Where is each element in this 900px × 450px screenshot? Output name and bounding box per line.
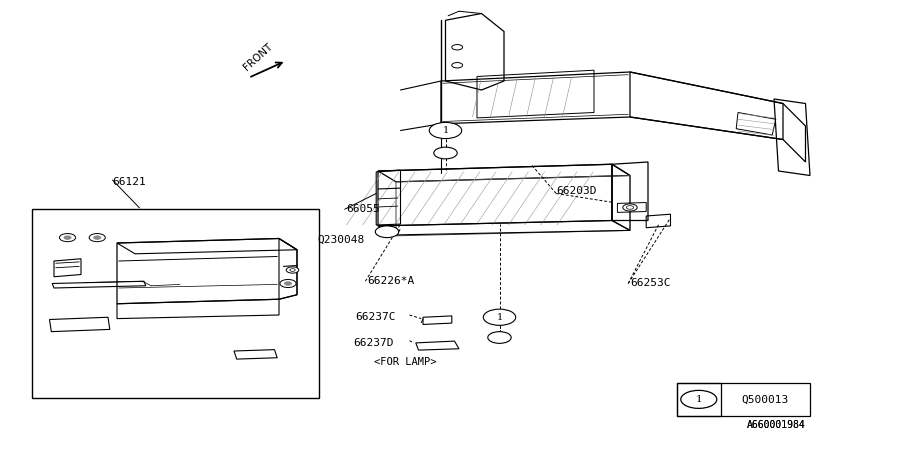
Circle shape (452, 63, 463, 68)
Circle shape (429, 122, 462, 139)
Circle shape (452, 45, 463, 50)
Text: Q500013: Q500013 (741, 394, 788, 405)
Circle shape (488, 332, 511, 343)
Circle shape (89, 234, 105, 242)
Circle shape (623, 204, 637, 211)
Circle shape (626, 206, 634, 209)
Text: A660001984: A660001984 (746, 420, 806, 430)
Text: 66203D: 66203D (556, 186, 597, 196)
Text: 66237D: 66237D (353, 338, 393, 348)
Circle shape (483, 309, 516, 325)
Circle shape (59, 234, 76, 242)
Bar (677, 382, 810, 416)
Text: Q230048: Q230048 (318, 234, 365, 244)
Circle shape (280, 279, 296, 288)
Circle shape (94, 236, 101, 239)
Circle shape (284, 282, 292, 285)
Text: 1: 1 (443, 126, 448, 135)
Text: FRONT: FRONT (241, 41, 274, 72)
Bar (677, 382, 721, 416)
Circle shape (64, 236, 71, 239)
Circle shape (680, 391, 716, 409)
Bar (32, 209, 319, 398)
Text: 66226*A: 66226*A (367, 276, 414, 286)
Text: 66055: 66055 (346, 204, 380, 214)
Circle shape (286, 267, 299, 273)
Text: 1: 1 (696, 395, 702, 404)
Circle shape (375, 226, 399, 238)
Circle shape (290, 269, 295, 271)
Text: 66121: 66121 (112, 177, 146, 187)
Text: <FOR LAMP>: <FOR LAMP> (374, 357, 436, 367)
Text: 66253C: 66253C (630, 279, 670, 288)
Circle shape (434, 147, 457, 159)
Text: 1: 1 (497, 313, 502, 322)
Text: 66237C: 66237C (356, 312, 396, 322)
Text: A660001984: A660001984 (746, 420, 806, 430)
